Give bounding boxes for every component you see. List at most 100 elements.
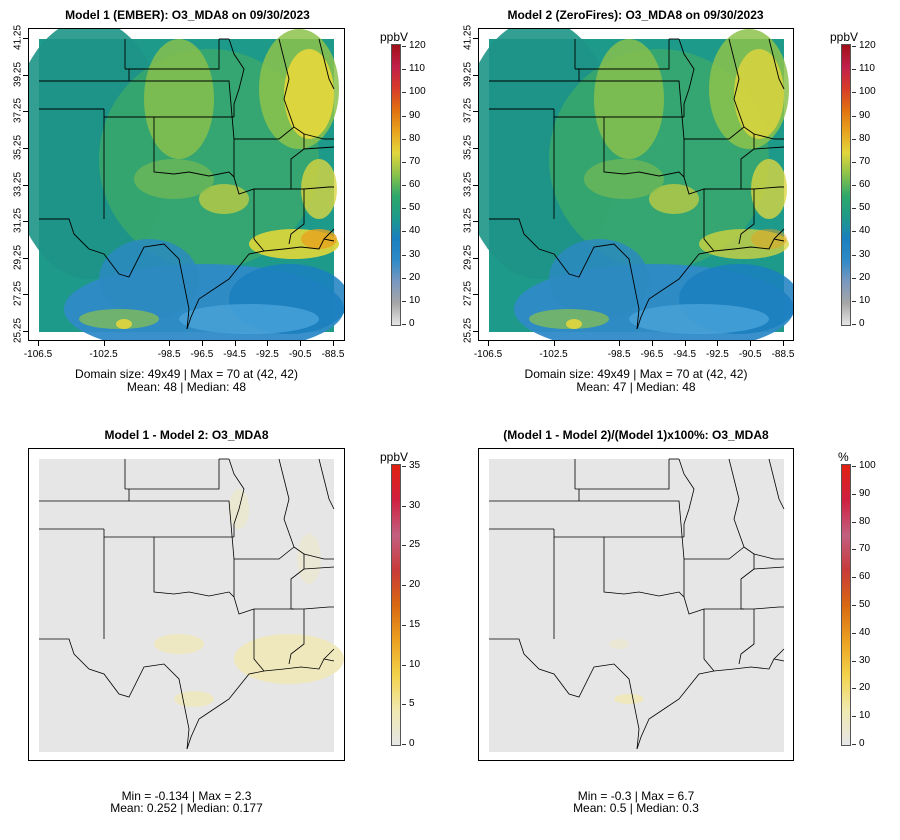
y-tick-mark xyxy=(23,147,28,149)
state-boundary xyxy=(233,559,294,615)
state-boundary xyxy=(186,250,265,330)
y-tick-label: 29.25 xyxy=(462,244,474,270)
y-tick-label: 25.25 xyxy=(462,317,474,344)
state-boundary xyxy=(186,670,265,750)
ozone-hotspot-northeast xyxy=(284,49,334,139)
x-tick-label: -96.5 xyxy=(190,349,214,360)
colorbar-unit: % xyxy=(838,450,849,464)
x-tick-mark xyxy=(651,341,653,346)
state-boundary xyxy=(253,609,265,672)
colorbar-tick-mark xyxy=(852,605,856,606)
colorbar-tick-label: 40 xyxy=(859,225,871,237)
colorbar-tick-label: 40 xyxy=(409,225,421,237)
stats-line-1: Domain size: 49x49 | Max = 70 at (42, 42… xyxy=(75,367,298,381)
ozone-hotspot-central xyxy=(199,184,249,214)
colorbar-tick-mark xyxy=(852,716,856,718)
x-tick-label: -106.5 xyxy=(23,349,53,360)
colorbar-tick-mark xyxy=(402,664,406,666)
colorbar-tick-mark xyxy=(852,549,856,551)
colorbar-tick-mark xyxy=(852,632,856,634)
stats-line-1: Min = -0.134 | Max = 2.3 xyxy=(121,789,252,803)
y-tick-label: 31.25 xyxy=(462,208,474,234)
ozone-hotspot-northeast xyxy=(734,49,784,139)
x-tick-label: -98.5 xyxy=(607,349,631,360)
colorbar-tick-mark xyxy=(852,660,856,662)
colorbar-gradient xyxy=(391,44,401,326)
y-tick-mark xyxy=(23,74,28,76)
state-boundary xyxy=(253,189,265,252)
colorbar-tick-label: 5 xyxy=(409,698,415,710)
colorbar-tick-mark xyxy=(852,277,856,279)
colorbar-tick-label: 50 xyxy=(859,599,871,610)
state-boundary xyxy=(288,188,305,245)
state-boundary xyxy=(753,186,784,190)
y-tick-mark xyxy=(473,184,478,186)
x-tick-mark xyxy=(684,341,686,346)
state-boundary xyxy=(554,536,685,598)
difference-area-gulf xyxy=(234,634,344,684)
colorbar-tick-mark xyxy=(402,185,406,186)
colorbar-tick-label: 10 xyxy=(409,294,421,306)
x-tick-label: -102.5 xyxy=(539,349,568,360)
y-tick-label: 35.25 xyxy=(462,134,474,160)
colorbar-tick-mark xyxy=(402,466,406,467)
colorbar-tick-label: 60 xyxy=(409,179,421,190)
state-boundary xyxy=(219,80,235,140)
stats-line-2: Mean: 48 | Median: 48 xyxy=(126,380,247,394)
x-tick-label: -90.5 xyxy=(288,349,312,360)
y-tick-mark xyxy=(473,331,478,332)
ozone-hotspot-central xyxy=(649,184,699,214)
ozone-zone-south-texas xyxy=(99,239,199,319)
y-tick-label: 41.25 xyxy=(462,24,474,51)
colorbar-tick-mark xyxy=(852,208,856,210)
x-tick-label: -92.5 xyxy=(706,349,729,360)
x-tick-label: -106.5 xyxy=(473,349,503,360)
panel-title: Model 1 (EMBER): O3_MDA8 on 09/30/2023 xyxy=(65,8,310,22)
colorbar-tick-mark xyxy=(852,254,856,256)
difference-area-east xyxy=(297,534,321,584)
colorbar-tick-mark xyxy=(852,521,856,523)
colorbar-tick-mark xyxy=(402,138,406,140)
colorbar-tick-mark xyxy=(852,688,856,690)
colorbar-tick-mark xyxy=(402,254,406,256)
state-boundary xyxy=(39,638,190,750)
y-tick-mark xyxy=(473,147,478,149)
colorbar-tick-mark xyxy=(402,115,406,117)
colorbar-tick-label: 70 xyxy=(409,155,421,167)
colorbar-tick-label: 30 xyxy=(409,248,421,260)
colorbar-tick-mark xyxy=(402,161,406,163)
state-boundary xyxy=(738,188,755,245)
state-boundary xyxy=(753,553,784,560)
stats-line-1: Min = -0.3 | Max = 6.7 xyxy=(577,789,695,803)
ozone-map-model1 xyxy=(29,29,344,340)
colorbar-tick-mark xyxy=(402,69,406,71)
colorbar-unit: ppbV xyxy=(380,450,409,464)
colorbar-tick-label: 110 xyxy=(859,63,875,75)
ozone-hotspot-mexico xyxy=(566,319,582,329)
colorbar-tick-label: 80 xyxy=(859,515,871,527)
colorbar-tick-mark xyxy=(852,115,856,117)
colorbar-gradient xyxy=(841,44,851,326)
state-boundary xyxy=(773,648,785,660)
ozone-zone-plains xyxy=(594,39,664,159)
state-boundary xyxy=(684,126,745,140)
colorbar-tick-label: 20 xyxy=(409,579,421,591)
colorbar-gradient xyxy=(841,464,851,746)
colorbar-tick-label: 90 xyxy=(859,487,871,499)
ozone-zone-south-texas xyxy=(549,239,649,319)
state-boundary xyxy=(554,116,685,178)
colorbar-tick-mark xyxy=(402,585,406,587)
colorbar-tick-mark xyxy=(402,505,406,507)
state-boundary xyxy=(713,238,785,252)
x-tick-mark xyxy=(300,341,302,346)
colorbar-tick-label: 100 xyxy=(859,86,876,98)
stats-line-2: Mean: 47 | Median: 48 xyxy=(576,380,696,394)
state-boundary xyxy=(728,458,745,548)
state-boundary xyxy=(753,146,785,150)
colorbar-tick-mark xyxy=(402,231,406,233)
y-tick-mark xyxy=(23,38,28,39)
colorbar-tick-mark xyxy=(402,324,406,325)
state-boundary xyxy=(303,133,334,140)
colorbar-tick-label: 90 xyxy=(859,109,871,121)
x-tick-label: -94.5 xyxy=(673,349,697,360)
